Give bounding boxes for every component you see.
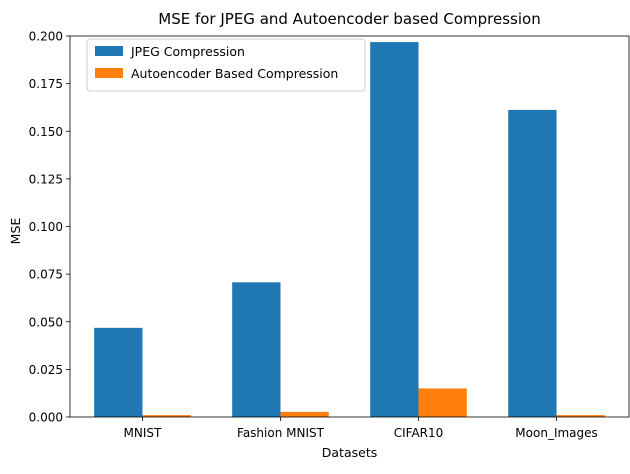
chart-title: MSE for JPEG and Autoencoder based Compr… [158, 10, 540, 28]
bar-series2-moon-images [556, 415, 605, 417]
bar-series1-mnist [94, 327, 143, 417]
bar-series2-fashion-mnist [280, 411, 329, 417]
bar-series1-cifar10 [370, 42, 419, 417]
x-tick-label: Moon_Images [515, 426, 597, 440]
legend-swatch-autoencoder [95, 68, 123, 78]
legend-box [86, 38, 366, 92]
y-tick-label: 0.150 [29, 125, 63, 139]
legend-label-jpeg: JPEG Compression [130, 44, 245, 59]
bar-series1-moon-images [508, 109, 557, 417]
legend-swatch-jpeg [95, 46, 123, 56]
y-tick-label: 0.175 [29, 77, 63, 91]
x-tick-label: Fashion MNIST [237, 426, 325, 440]
bar-series2-mnist [142, 415, 191, 417]
y-tick-label: 0.200 [29, 30, 63, 44]
y-tick-label: 0.050 [29, 315, 63, 329]
x-axis-label: Datasets [322, 445, 377, 460]
plot-area: 0.000 0.025 0.050 0.075 0.100 0.125 0.150 0.175… [29, 30, 630, 440]
x-tick-label: MNIST [124, 426, 162, 440]
legend: JPEG Compression Autoencoder Based Compre… [86, 38, 366, 92]
x-tick-label: CIFAR10 [394, 426, 444, 440]
y-tick-label: 0.100 [29, 220, 63, 234]
bar-series2-cifar10 [418, 388, 467, 417]
bar-series1-fashion-mnist [232, 282, 281, 417]
y-tick-label: 0.075 [29, 268, 63, 282]
legend-label-autoencoder: Autoencoder Based Compression [131, 66, 338, 81]
y-axis-label: MSE [8, 218, 23, 245]
y-tick-label: 0.025 [29, 363, 63, 377]
y-tick-label: 0.125 [29, 172, 63, 186]
y-tick-label: 0.000 [29, 411, 63, 425]
